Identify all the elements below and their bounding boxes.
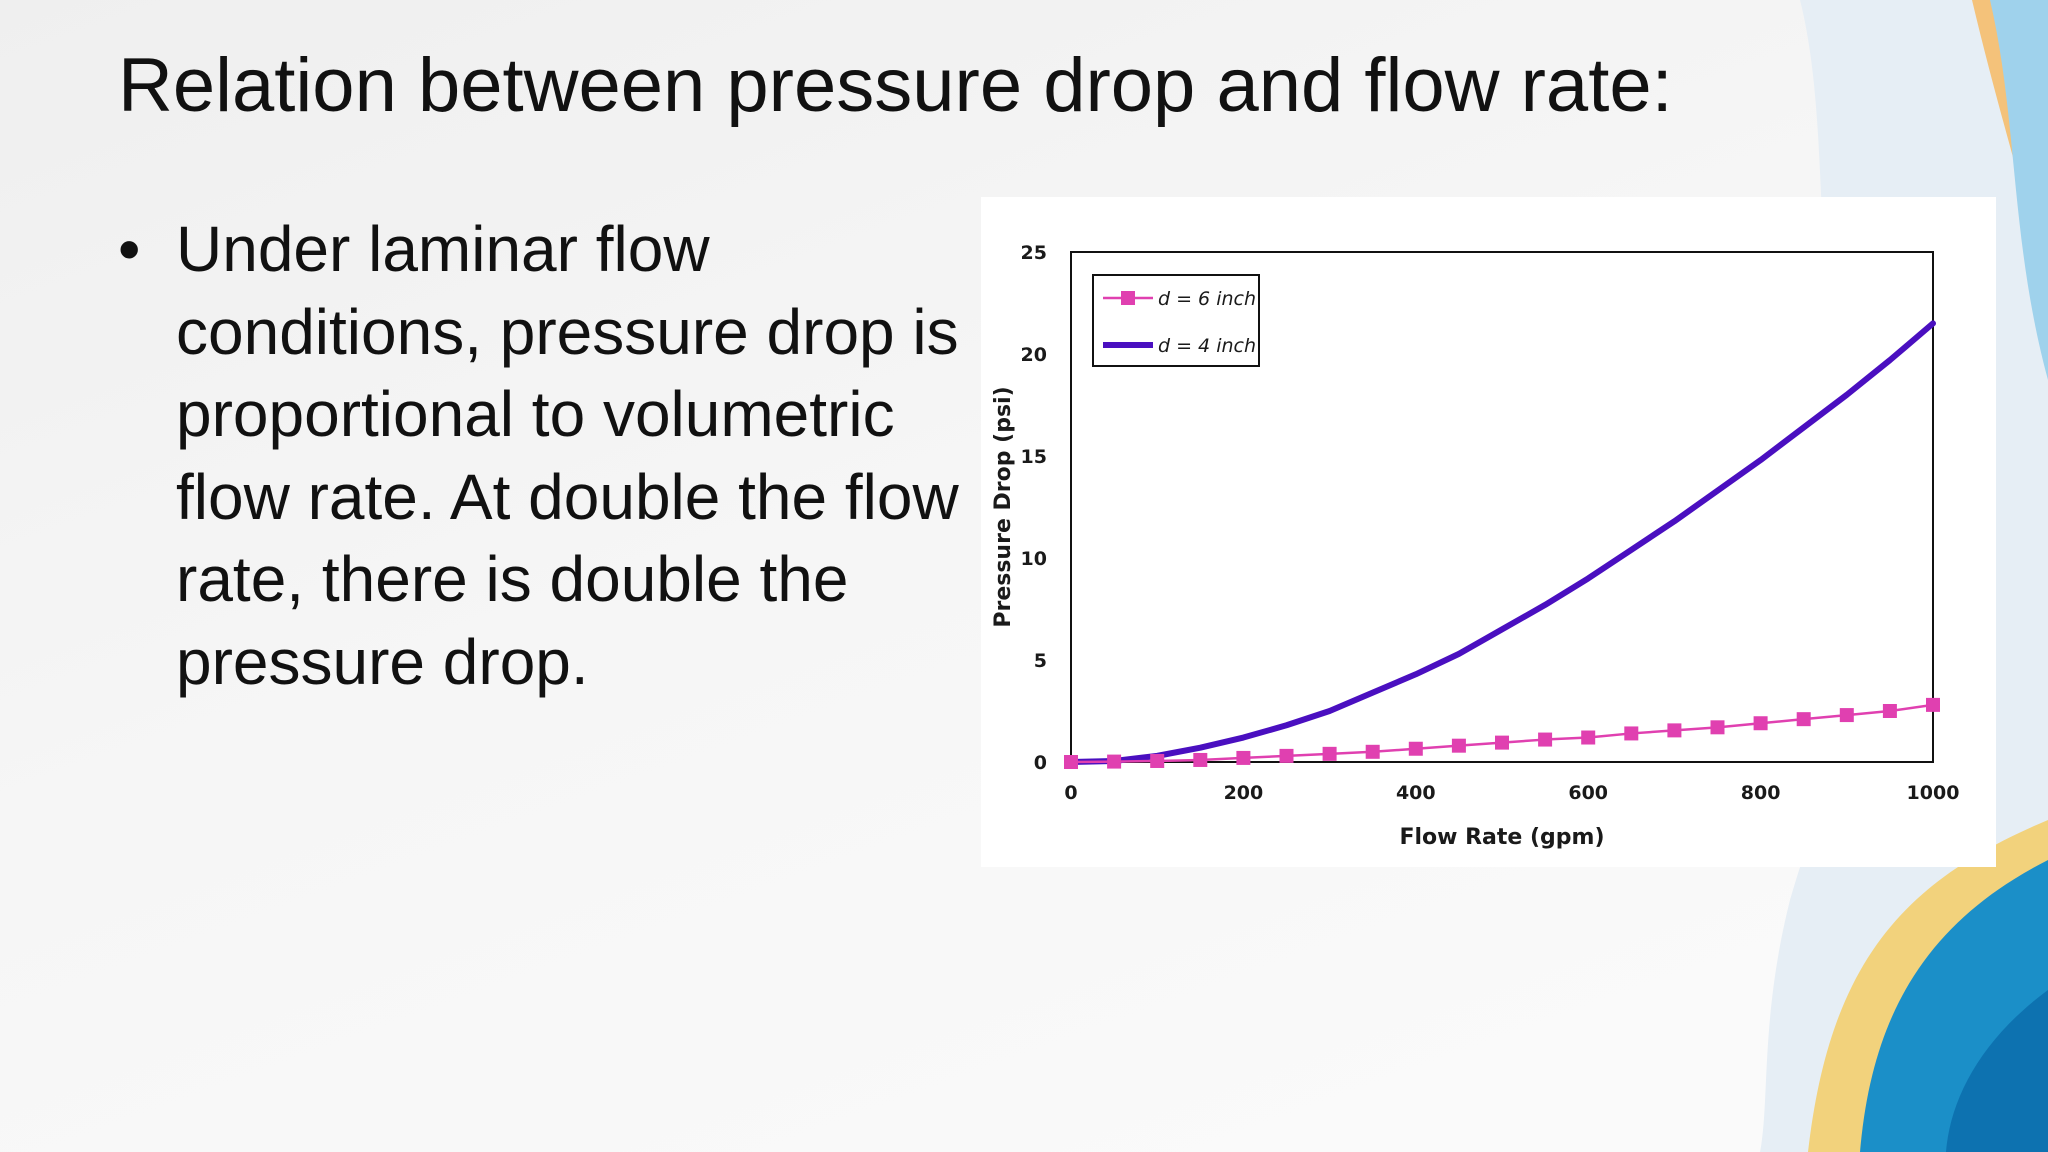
bullet-symbol: • — [118, 213, 141, 285]
data-point-6inch — [1107, 754, 1122, 769]
data-point-6inch — [1882, 704, 1897, 718]
x-tick-label: 1000 — [1907, 782, 1960, 804]
data-point-6inch — [1667, 723, 1682, 738]
slide-title: Relation between pressure drop and flow … — [118, 43, 1673, 128]
y-axis-ticks: 0 5 10 15 20 25 — [1021, 242, 1047, 774]
data-point-6inch — [1279, 748, 1294, 763]
x-tick-label: 800 — [1741, 782, 1781, 804]
data-point-6inch — [1581, 730, 1596, 745]
series-line-4inch — [1068, 320, 1936, 765]
y-tick-label: 15 — [1021, 446, 1047, 468]
data-point-6inch — [1926, 697, 1940, 712]
legend-box — [1092, 274, 1260, 367]
data-point-6inch — [1451, 738, 1466, 753]
bullet-item: • Under laminar flow conditions, pressur… — [118, 208, 978, 703]
data-point-6inch — [1839, 708, 1854, 723]
data-point-6inch — [1193, 752, 1208, 767]
y-tick-label: 25 — [1021, 242, 1047, 264]
x-tick-label: 600 — [1568, 782, 1608, 804]
bullet-text: Under laminar flow conditions, pressure … — [176, 213, 959, 698]
data-point-6inch — [1236, 750, 1251, 765]
chart-panel: 0 5 10 15 20 25 0 200 400 600 800 1000 Flow Rate (… — [981, 197, 1996, 867]
y-tick-label: 10 — [1021, 548, 1047, 570]
y-tick-label: 0 — [1034, 752, 1047, 774]
data-point-6inch — [1796, 712, 1811, 727]
bullet-list: • Under laminar flow conditions, pressur… — [118, 208, 978, 703]
legend: d = 6 inch d = 4 inch — [1092, 274, 1260, 367]
series-layer — [1064, 320, 1940, 769]
pressure-drop-chart: 0 5 10 15 20 25 0 200 400 600 800 1000 Flow Rate (… — [991, 242, 1959, 850]
data-point-6inch — [1150, 753, 1165, 768]
x-tick-label: 0 — [1064, 782, 1077, 804]
data-point-6inch — [1495, 735, 1509, 750]
x-axis-title: Flow Rate (gpm) — [1399, 825, 1604, 850]
data-point-6inch — [1064, 755, 1078, 769]
x-tick-label: 200 — [1224, 782, 1264, 804]
data-point-6inch — [1753, 716, 1768, 731]
data-point-6inch — [1624, 726, 1639, 741]
data-point-6inch — [1538, 732, 1553, 747]
y-tick-label: 5 — [1034, 650, 1047, 672]
data-point-6inch — [1710, 720, 1725, 735]
y-tick-label: 20 — [1021, 344, 1047, 366]
legend-label-4inch: d = 4 inch — [1158, 335, 1256, 357]
legend-swatch-marker-6inch — [1121, 291, 1135, 305]
y-axis-title: Pressure Drop (psi) — [991, 386, 1016, 627]
x-axis-ticks: 0 200 400 600 800 1000 — [1064, 782, 1959, 804]
data-point-6inch — [1322, 746, 1337, 761]
x-tick-label: 400 — [1396, 782, 1436, 804]
data-point-6inch — [1408, 741, 1423, 756]
data-point-6inch — [1365, 744, 1380, 759]
legend-label-6inch: d = 6 inch — [1158, 288, 1256, 310]
